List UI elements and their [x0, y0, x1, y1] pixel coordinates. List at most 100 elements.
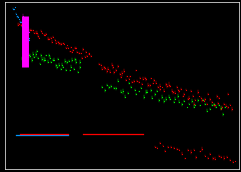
Point [201, 99, 205, 101]
Point [65, 44, 69, 46]
Point [24, 29, 28, 32]
Point [141, 77, 145, 80]
Point [207, 92, 210, 95]
Point [79, 52, 83, 55]
Point [171, 91, 174, 94]
Point [61, 42, 65, 45]
Point [173, 98, 177, 100]
Point [153, 93, 157, 96]
Point [162, 100, 166, 102]
Point [161, 144, 165, 147]
Point [78, 66, 82, 68]
Point [15, 15, 19, 18]
Point [43, 58, 47, 61]
Point [213, 103, 216, 106]
Point [208, 153, 212, 155]
Point [20, 20, 23, 23]
Point [23, 56, 27, 58]
Point [19, 24, 22, 27]
Point [219, 107, 223, 109]
Point [151, 82, 155, 85]
Point [42, 58, 46, 61]
Point [73, 58, 77, 61]
Point [213, 157, 217, 160]
Point [85, 55, 89, 58]
Point [46, 37, 50, 40]
Point [155, 90, 159, 92]
Point [47, 37, 51, 40]
Point [29, 29, 33, 31]
Point [123, 95, 127, 98]
Point [175, 86, 179, 88]
Point [36, 57, 40, 60]
Point [183, 157, 187, 160]
Point [198, 150, 202, 153]
Point [162, 89, 166, 92]
Point [26, 19, 30, 21]
Point [22, 28, 26, 31]
Point [212, 104, 215, 106]
Point [23, 30, 27, 33]
Point [97, 63, 101, 65]
Point [62, 42, 66, 45]
Point [39, 54, 43, 57]
Point [149, 89, 153, 92]
Point [76, 71, 80, 74]
Point [16, 23, 20, 26]
Point [203, 154, 207, 157]
Point [134, 69, 138, 72]
Point [66, 46, 70, 49]
Point [44, 33, 48, 35]
Point [50, 40, 54, 43]
Point [44, 54, 48, 57]
Point [58, 64, 61, 67]
Point [196, 91, 200, 94]
Point [21, 31, 25, 34]
Point [222, 102, 226, 105]
Point [133, 89, 136, 92]
Point [27, 39, 31, 41]
Point [65, 69, 68, 72]
Point [43, 34, 47, 36]
Point [67, 60, 71, 63]
Point [217, 155, 221, 158]
Point [160, 86, 164, 88]
Point [20, 57, 24, 60]
Point [140, 82, 144, 85]
Point [228, 158, 232, 161]
Point [53, 38, 57, 41]
Point [25, 25, 28, 28]
Point [24, 64, 28, 67]
Point [68, 50, 72, 53]
Point [192, 106, 196, 108]
Point [157, 99, 161, 102]
Point [105, 84, 109, 87]
Point [57, 42, 60, 45]
Point [122, 69, 126, 72]
Point [12, 8, 16, 11]
Point [61, 66, 65, 68]
Point [65, 61, 69, 64]
Point [109, 85, 113, 88]
Point [55, 66, 59, 68]
Point [59, 42, 63, 45]
Point [172, 146, 176, 149]
Point [21, 15, 25, 18]
Point [203, 98, 207, 100]
Point [35, 31, 39, 34]
Point [197, 95, 201, 97]
Point [189, 150, 193, 153]
Point [25, 47, 29, 50]
Point [18, 20, 22, 23]
Point [187, 96, 191, 99]
Point [203, 103, 207, 106]
Point [75, 51, 79, 53]
Point [125, 75, 129, 78]
Point [40, 31, 44, 34]
Point [214, 105, 218, 108]
Point [54, 41, 58, 44]
Point [135, 79, 139, 82]
Point [176, 89, 180, 91]
Point [28, 55, 32, 57]
Point [200, 148, 204, 150]
